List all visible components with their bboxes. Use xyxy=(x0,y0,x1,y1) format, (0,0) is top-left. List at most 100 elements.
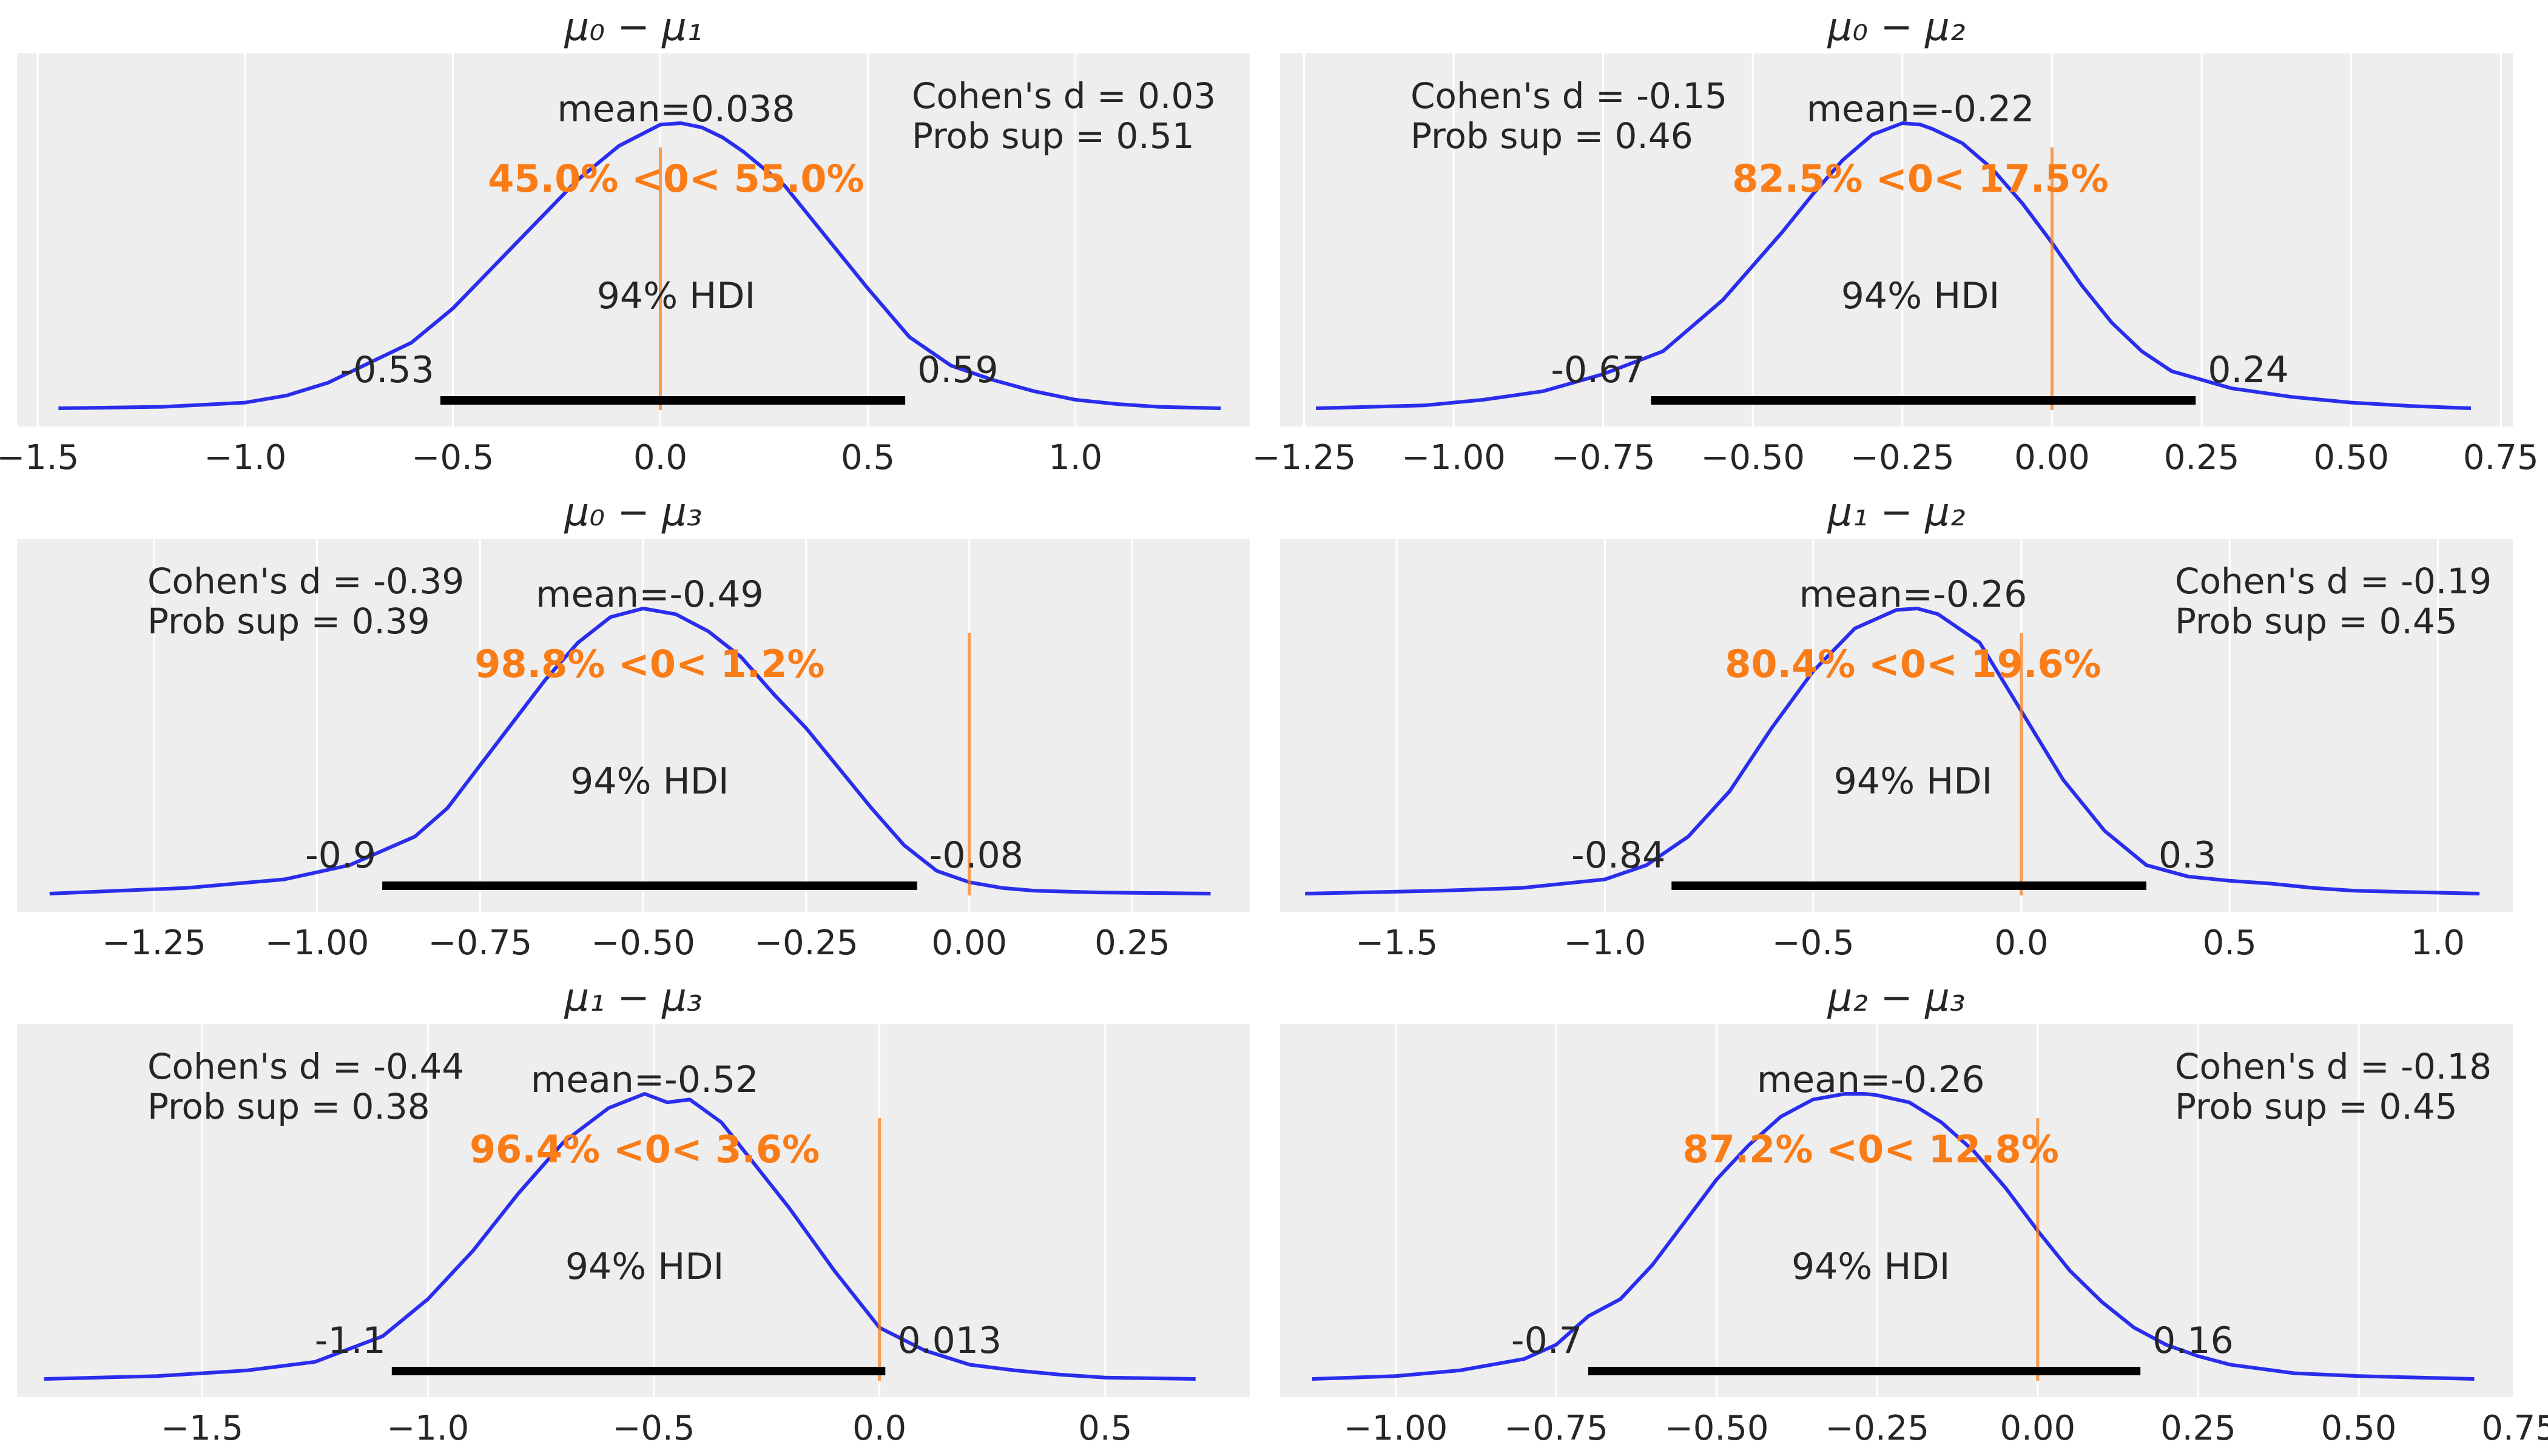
subplot-2: −1.25 −1.00 −0.75 −0.50 −0.25 0.00 0.25 0.50 0.7… xyxy=(1252,5,2539,477)
prob-sup-annotation: Prob sup = 0.46 xyxy=(1410,115,1693,157)
plot-background xyxy=(1280,539,2513,912)
x-tick-label: −0.75 xyxy=(1551,438,1656,477)
hdi-label: 94% HDI xyxy=(570,760,729,803)
density-curve xyxy=(44,1092,1196,1381)
prob-sup-annotation: Prob sup = 0.51 xyxy=(912,115,1195,157)
x-tick-label: 0.25 xyxy=(2164,438,2240,477)
x-tick-label: −1.00 xyxy=(1344,1409,1448,1448)
subplot-title: μ₁ − μ₂ xyxy=(1827,490,1965,535)
x-tick-label: −0.50 xyxy=(1665,1409,1769,1448)
density-curve xyxy=(1312,1092,2475,1381)
x-tick-label: −1.5 xyxy=(161,1409,243,1448)
x-tick-label: −1.0 xyxy=(386,1409,469,1448)
x-tick-label: 0.25 xyxy=(1094,923,1170,963)
x-tick-label: −1.00 xyxy=(265,923,369,963)
cohens-d-annotation: Cohen's d = 0.03 xyxy=(912,75,1216,116)
x-tick-label: −1.0 xyxy=(1563,923,1646,963)
x-tick-label: 0.00 xyxy=(931,923,1007,963)
x-tick-label: 0.0 xyxy=(852,1409,906,1448)
hdi-low-label: -0.53 xyxy=(340,349,434,391)
subplot-title: μ₀ − μ₂ xyxy=(1827,5,1965,50)
subplot-title: μ₀ − μ₃ xyxy=(564,490,702,535)
density-curve xyxy=(1305,607,2480,895)
cohens-d-annotation: Cohen's d = -0.44 xyxy=(147,1046,464,1087)
cohens-d-annotation: Cohen's d = -0.15 xyxy=(1410,75,1727,116)
x-tick-label: −0.5 xyxy=(1772,923,1855,963)
cohens-d-annotation: Cohen's d = -0.19 xyxy=(2175,561,2492,602)
x-tick-label: −1.0 xyxy=(204,438,286,477)
subplot-5: −1.5 −1.0 −0.5 0.0 0.5 μ₁ − μ₃ -1.1 0.013 94% HD… xyxy=(17,976,1250,1448)
x-tick-label: −1.00 xyxy=(1401,438,1506,477)
x-tick-label: −0.25 xyxy=(754,923,858,963)
subplot-title: μ₂ − μ₃ xyxy=(1827,976,1965,1020)
x-tick-label: 0.75 xyxy=(2481,1409,2548,1448)
hdi-low-label: -0.84 xyxy=(1571,834,1665,877)
x-tick-label: 0.75 xyxy=(2463,438,2539,477)
x-tick-label: 1.0 xyxy=(1048,438,1102,477)
density-curve xyxy=(58,121,1221,410)
prob-sup-annotation: Prob sup = 0.45 xyxy=(2175,1086,2458,1127)
mean-label: mean=-0.26 xyxy=(1799,573,2027,616)
x-tick-label: 0.0 xyxy=(1994,923,2048,963)
hdi-label: 94% HDI xyxy=(565,1245,724,1288)
ref-probability-label: 82.5% <0< 17.5% xyxy=(1732,157,2108,201)
ref-probability-label: 87.2% <0< 12.8% xyxy=(1682,1127,2058,1171)
mean-label: mean=-0.26 xyxy=(1757,1059,1985,1101)
plot-background xyxy=(1280,1024,2513,1397)
plot-background xyxy=(1280,53,2513,426)
hdi-low-label: -0.9 xyxy=(305,834,376,877)
x-tick-label: 0.50 xyxy=(2313,438,2389,477)
mean-label: mean=-0.49 xyxy=(536,573,764,616)
hdi-high-label: 0.3 xyxy=(2159,834,2216,877)
x-tick-label: 0.00 xyxy=(2000,1409,2075,1448)
x-tick-label: 1.0 xyxy=(2411,923,2465,963)
cohens-d-annotation: Cohen's d = -0.18 xyxy=(2175,1046,2492,1087)
x-tick-label: −1.25 xyxy=(1252,438,1357,477)
hdi-high-label: 0.16 xyxy=(2152,1320,2234,1362)
x-tick-label: −0.50 xyxy=(1700,438,1805,477)
x-tick-label: −0.25 xyxy=(1825,1409,1929,1448)
hdi-label: 94% HDI xyxy=(1841,275,2000,317)
x-tick-label: −0.50 xyxy=(591,923,695,963)
hdi-low-label: -1.1 xyxy=(315,1320,386,1362)
cohens-d-annotation: Cohen's d = -0.39 xyxy=(147,561,464,602)
prob-sup-annotation: Prob sup = 0.38 xyxy=(147,1086,430,1127)
x-tick-label: 0.5 xyxy=(2203,923,2257,963)
x-tick-label: −1.5 xyxy=(1355,923,1438,963)
prob-sup-annotation: Prob sup = 0.39 xyxy=(147,601,430,642)
density-curve xyxy=(1316,121,2472,410)
hdi-low-label: -0.67 xyxy=(1551,349,1645,391)
density-curve xyxy=(49,607,1211,895)
x-tick-label: −1.5 xyxy=(0,438,79,477)
hdi-high-label: 0.59 xyxy=(917,349,999,391)
plot-background xyxy=(17,1024,1250,1397)
ref-probability-label: 80.4% <0< 19.6% xyxy=(1725,642,2101,686)
x-tick-label: 0.5 xyxy=(841,438,895,477)
mean-label: mean=-0.52 xyxy=(531,1059,759,1101)
hdi-label: 94% HDI xyxy=(597,275,755,317)
subplot-1: −1.5 −1.0 −0.5 0.0 0.5 1.0 μ₀ − μ₁ -0.53 0.59 94%… xyxy=(0,5,1250,477)
x-tick-label: 0.0 xyxy=(633,438,687,477)
x-tick-label: −1.25 xyxy=(102,923,206,963)
hdi-low-label: -0.7 xyxy=(1511,1320,1582,1362)
subplot-3: −1.25 −1.00 −0.75 −0.50 −0.25 0.00 0.25 μ₀ − μ₃… xyxy=(17,490,1250,963)
x-tick-label: −0.5 xyxy=(613,1409,695,1448)
x-tick-label: −0.75 xyxy=(1504,1409,1608,1448)
subplot-title: μ₀ − μ₁ xyxy=(564,5,702,50)
ref-probability-label: 45.0% <0< 55.0% xyxy=(488,157,864,201)
x-tick-label: −0.5 xyxy=(411,438,494,477)
ref-probability-label: 96.4% <0< 3.6% xyxy=(470,1127,820,1171)
plot-background xyxy=(17,539,1250,912)
x-tick-label: 0.50 xyxy=(2321,1409,2397,1448)
prob-sup-annotation: Prob sup = 0.45 xyxy=(2175,601,2458,642)
hdi-label: 94% HDI xyxy=(1834,760,1992,803)
mean-label: mean=0.038 xyxy=(557,88,795,130)
subplot-6: −1.00 −0.75 −0.50 −0.25 0.00 0.25 0.50 0.75 μ₂ −… xyxy=(1280,976,2548,1448)
x-tick-label: 0.25 xyxy=(2160,1409,2236,1448)
x-tick-label: 0.00 xyxy=(2014,438,2090,477)
ref-probability-label: 98.8% <0< 1.2% xyxy=(474,642,824,686)
x-tick-label: −0.75 xyxy=(428,923,533,963)
x-tick-label: 0.5 xyxy=(1078,1409,1132,1448)
mean-label: mean=-0.22 xyxy=(1807,88,2035,130)
